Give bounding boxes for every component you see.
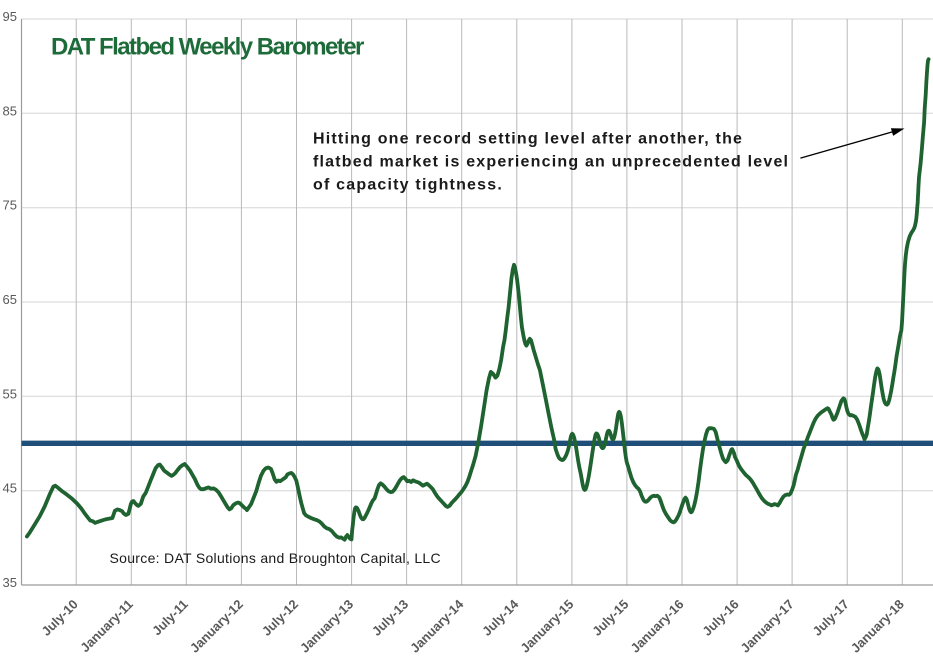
svg-text:DAT Flatbed Weekly Barometer: DAT Flatbed Weekly Barometer <box>51 34 364 61</box>
svg-text:45: 45 <box>3 481 17 496</box>
svg-text:Hitting one record setting lev: Hitting one record setting level after a… <box>313 131 743 148</box>
svg-text:85: 85 <box>3 103 17 118</box>
svg-text:of capacity tightness.: of capacity tightness. <box>313 176 503 193</box>
svg-text:Source: DAT Solutions and Brou: Source: DAT Solutions and Broughton Capi… <box>110 550 441 566</box>
svg-text:35: 35 <box>3 575 17 590</box>
svg-text:65: 65 <box>3 292 17 307</box>
svg-text:flatbed market is experiencing: flatbed market is experiencing an unprec… <box>313 153 789 170</box>
svg-text:95: 95 <box>3 9 17 24</box>
svg-text:55: 55 <box>3 386 17 401</box>
svg-text:75: 75 <box>3 198 17 213</box>
